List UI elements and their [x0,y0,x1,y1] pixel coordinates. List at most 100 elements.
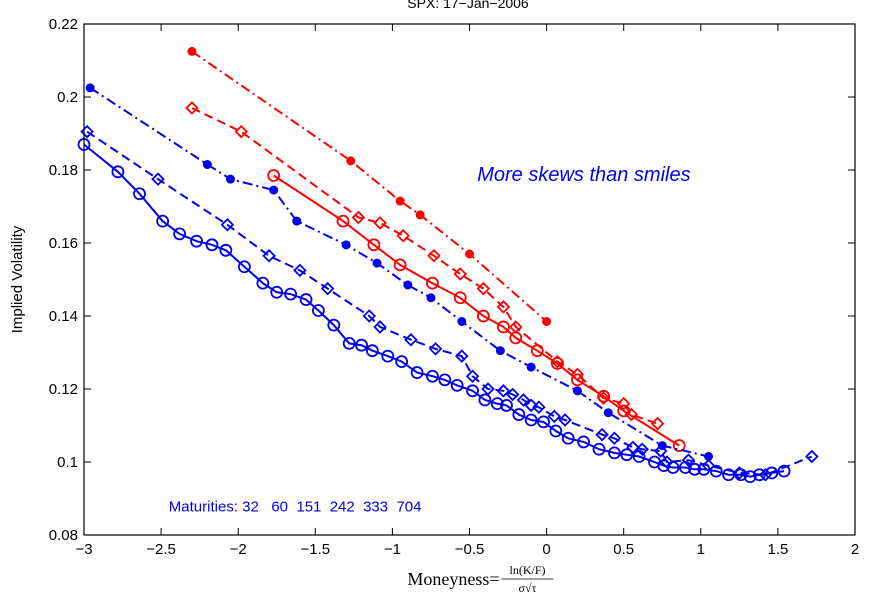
data-point [537,415,550,429]
data-point [219,243,233,257]
data-point [311,304,325,317]
data-point [465,369,480,383]
x-tick-label: −3 [75,541,92,558]
data-point [616,396,631,411]
y-tick-label: 0.22 [49,16,78,33]
series-line [89,87,709,458]
data-point [453,267,468,281]
data-point [190,234,203,248]
data-point [426,276,439,290]
data-point [293,263,307,278]
data-point [734,468,748,482]
data-point [561,431,575,445]
data-point [187,46,197,56]
axis-ticks: −3 −2.5 −2 −1.5 −1 −0.5 0 0.5 1 1.5 2 0.08 0.1 0.12 0.… [49,16,859,558]
y-tick-label: 0.08 [49,527,78,544]
annotation-skews: More skews than smiles [477,164,690,186]
data-point [457,316,467,326]
data-point [743,470,757,484]
data-point [341,240,351,250]
series-line [86,130,813,476]
data-point [428,342,443,356]
data-point [549,424,563,438]
series-line [273,174,680,447]
data-point [572,386,582,396]
data-point [476,281,491,296]
data-point [225,174,235,184]
x-tick-label: −1.5 [300,541,330,558]
data-point [620,448,634,462]
data-point [395,196,405,206]
data-point [415,210,425,220]
data-point [355,338,368,352]
data-point [595,427,609,442]
data-point [346,156,356,166]
x-tick-label: −2 [230,541,247,558]
data-point [320,281,335,296]
data-point [532,400,546,415]
data-point [185,101,199,115]
data-point [234,124,249,139]
data-point [497,320,510,334]
data-point [678,461,692,474]
data-point [453,291,467,305]
data-point [608,446,621,460]
data-point [496,384,511,398]
data-point [373,320,387,334]
data-point [269,185,279,195]
data-point [156,214,170,228]
data-point [151,172,165,186]
data-point [299,293,313,306]
data-point [752,468,766,482]
data-point [367,238,381,252]
data-point [597,389,611,403]
data-point [530,344,544,358]
data-point [490,397,504,411]
data-point [393,258,407,272]
data-point [262,249,276,263]
data-point [650,416,665,431]
data-point [205,238,219,252]
data-point [558,413,572,427]
data-point [455,349,469,363]
data-point [697,462,711,476]
data-point [592,442,606,456]
data-point [524,398,538,413]
data-point [284,287,298,301]
data-point [505,387,520,402]
x-tick-label: 2 [851,541,859,558]
data-point [362,309,377,323]
data-point [381,349,395,363]
x-axis-label-denominator: σ√τ [519,581,537,595]
x-tick-label: −0.5 [455,541,485,558]
series-5 [77,138,791,484]
data-point [351,210,366,225]
data-point [342,336,356,350]
data-point [688,462,702,476]
data-point [395,355,409,369]
data-point [237,260,251,274]
data-point [372,258,382,268]
data-point [607,431,622,446]
y-tick-label: 0.14 [49,308,78,325]
data-point [450,378,464,392]
x-tick-label: 1.5 [767,541,788,558]
data-point [256,276,270,290]
data-point [427,249,441,263]
x-tick-label: 0.5 [613,541,634,558]
data-point [547,409,562,424]
data-point [403,280,413,290]
data-point [465,249,474,259]
x-tick-label: −2.5 [146,541,176,558]
data-point [327,318,341,332]
data-point [202,160,212,170]
data-point [466,384,479,398]
chart-title: SPX: 17−Jan−2006 [407,0,529,11]
data-point [516,393,531,407]
x-tick-label: 0 [542,541,550,558]
data-point [85,83,95,93]
y-axis-label: Implied Volatility [9,225,26,333]
data-point [526,362,536,372]
data-point [577,435,591,449]
